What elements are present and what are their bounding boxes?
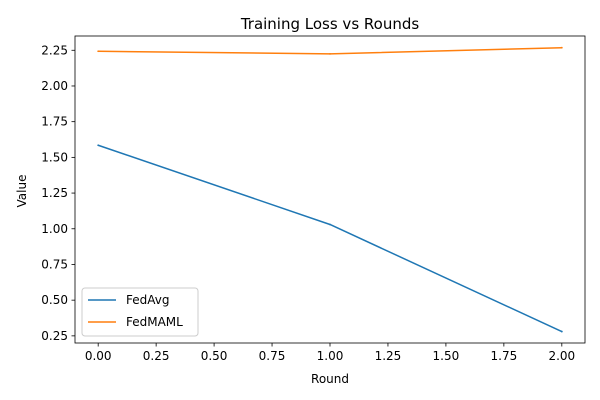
x-tick-label: 0.50 (201, 349, 228, 363)
series-lines (97, 46, 563, 333)
plot-frame (74, 35, 586, 344)
chart-title: Training Loss vs Rounds (240, 15, 420, 33)
data-point-fedavg (97, 144, 100, 147)
y-tick-label: 2.25 (41, 43, 68, 57)
x-tick-label: 1.75 (491, 349, 518, 363)
y-axis-label: Value (15, 175, 29, 208)
data-point-fedmaml (560, 46, 563, 49)
data-point-fedmaml (329, 52, 331, 55)
y-tick-label: 1.75 (41, 115, 68, 129)
x-tick-label: 0.25 (143, 349, 170, 363)
data-point-fedavg (560, 330, 563, 333)
legend: FedAvg FedMAML (81, 287, 199, 337)
y-tick-label: 0.25 (41, 329, 68, 343)
x-tick-label: 0.00 (85, 349, 112, 363)
legend-label-fedmaml: FedMAML (126, 315, 183, 329)
axis-ticks: 0.00 0.25 0.50 0.75 1.00 1.25 1.50 1.75 2.00 0.25… (41, 43, 575, 363)
y-tick-label: 0.75 (41, 257, 68, 271)
y-tick-label: 1.25 (41, 186, 68, 200)
x-tick-label: 1.00 (317, 349, 344, 363)
y-tick-label: 1.50 (41, 150, 68, 164)
x-axis-label: Round (311, 372, 349, 386)
y-tick-label: 1.00 (41, 222, 68, 236)
legend-label-fedavg: FedAvg (126, 293, 169, 307)
x-tick-label: 1.25 (375, 349, 402, 363)
x-tick-label: 1.50 (433, 349, 460, 363)
data-point-fedmaml (97, 50, 100, 53)
x-tick-label: 2.00 (548, 349, 575, 363)
data-point-fedavg (329, 223, 331, 226)
y-tick-label: 2.00 (41, 79, 68, 93)
x-tick-label: 0.75 (259, 349, 286, 363)
series-line-fedmaml (98, 46, 562, 55)
y-tick-label: 0.50 (41, 293, 68, 307)
